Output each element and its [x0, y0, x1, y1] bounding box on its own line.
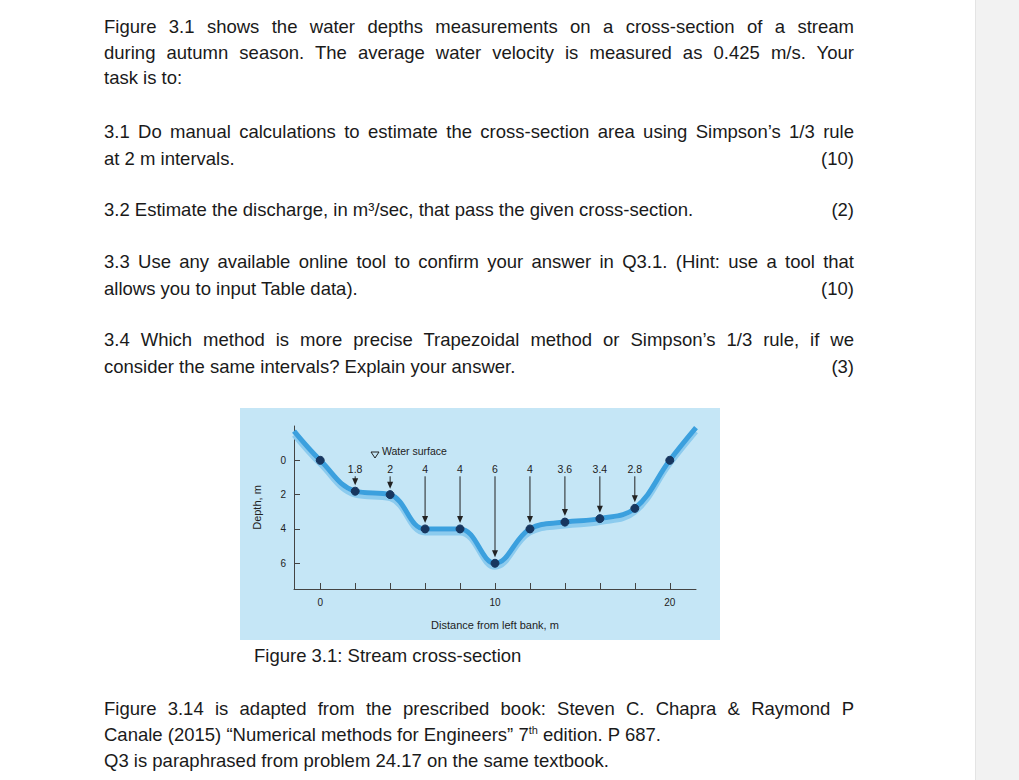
html-text:(2): (2)	[831, 199, 854, 220]
svg-text:20: 20	[664, 597, 676, 608]
svg-text:3.4: 3.4	[593, 463, 608, 475]
html-text:3.2 Estimate the discharge, in: 3.2 Estimate the discharge, in m³/sec, t…	[104, 199, 694, 220]
svg-text:Water surface: Water surface	[382, 445, 447, 457]
html-text:(3): (3)	[831, 355, 854, 377]
html-text:3.4 Which method is more preci: 3.4 Which method is more precise Trapezo…	[104, 329, 854, 350]
svg-text:3.6: 3.6	[558, 463, 573, 475]
svg-text:4: 4	[280, 523, 286, 534]
html-text:during autumn season. The aver: during autumn season. The average water …	[104, 41, 854, 63]
html-text:3.3 Use any available online t: 3.3 Use any available online tool to con…	[104, 251, 854, 272]
svg-text:10: 10	[489, 597, 501, 608]
svg-text:6: 6	[492, 463, 498, 475]
svg-text:4: 4	[422, 463, 428, 475]
html-text:task is to:: task is to:	[104, 67, 183, 88]
svg-text:2: 2	[280, 489, 286, 500]
html-text:Figure 3.1: Stream cross-secti: Figure 3.1: Stream cross-section	[254, 645, 522, 666]
html-text:Q3 is paraphrased from problem: Q3 is paraphrased from problem 24.17 on …	[104, 750, 609, 771]
svg-text:2.8: 2.8	[628, 463, 643, 475]
html-text:consider the same intervals? E: consider the same intervals? Explain you…	[104, 355, 516, 377]
svg-text:2: 2	[387, 463, 393, 475]
html-text:Canale (2015) “Numerical metho: Canale (2015) “Numerical methods for Eng…	[104, 723, 661, 745]
html-text:3.1 Do manual calculations to: 3.1 Do manual calculations to estimate t…	[104, 121, 854, 142]
html-text:Figure 3.1 shows the water dep: Figure 3.1 shows the water depths measur…	[104, 16, 854, 37]
svg-text:Distance from left bank, m: Distance from left bank, m	[431, 619, 559, 631]
html-text:at 2 m intervals.: at 2 m intervals.	[104, 147, 235, 169]
svg-text:0: 0	[280, 455, 286, 466]
html-text:(10): (10)	[821, 277, 854, 299]
svg-text:4: 4	[527, 463, 533, 475]
html-text:allows you to input Table data: allows you to input Table data).	[104, 277, 358, 299]
svg-text:Depth, m: Depth, m	[251, 485, 263, 530]
html-text:(10): (10)	[821, 147, 854, 169]
svg-text:1.8: 1.8	[348, 463, 363, 475]
svg-text:0: 0	[317, 597, 323, 608]
svg-text:4: 4	[457, 463, 463, 475]
html-text:Figure 3.14 is adapted from th: Figure 3.14 is adapted from the prescrib…	[104, 698, 854, 719]
svg-text:6: 6	[280, 558, 286, 569]
